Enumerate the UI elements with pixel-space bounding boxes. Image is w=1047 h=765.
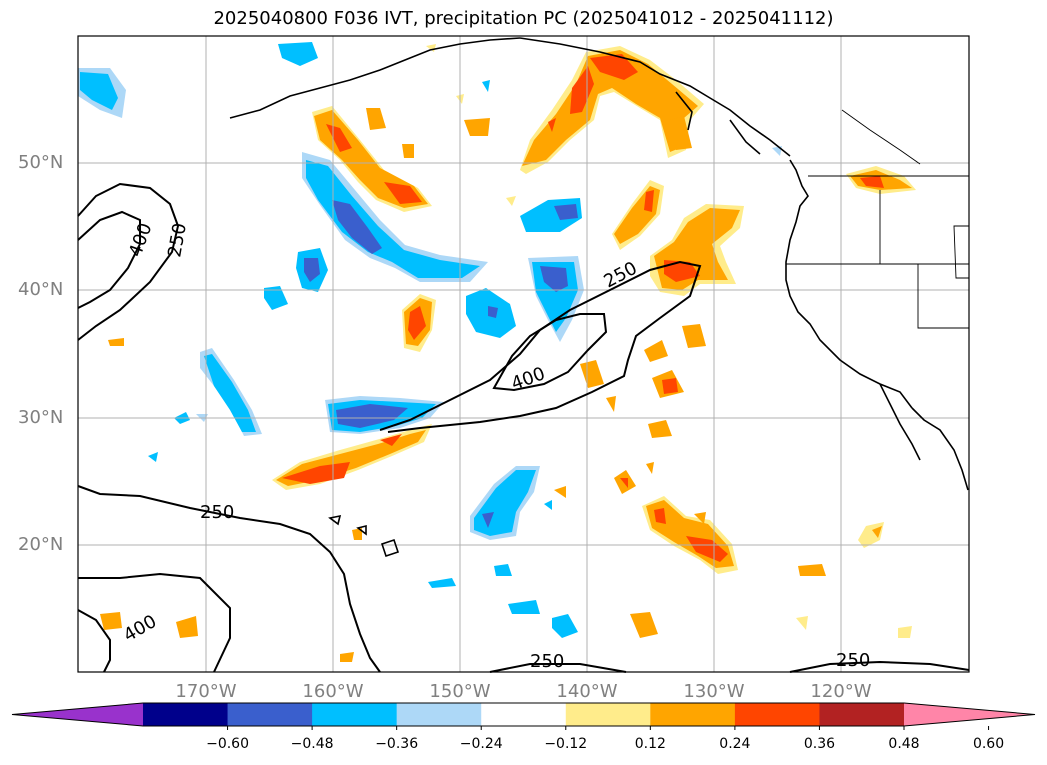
colorbar-tick-label: −0.24	[459, 736, 503, 752]
colorbar-extend-min	[12, 703, 143, 726]
colorbar-extend-max	[904, 703, 1035, 726]
colorbar-tick-label: 0.60	[972, 736, 1005, 752]
colorbar-segment	[819, 703, 905, 726]
colorbar-tick-label: −0.12	[544, 736, 588, 752]
ivt-contours	[77, 182, 970, 673]
lon-label-120w: 120°W	[810, 681, 872, 702]
colorbar-segment	[650, 703, 736, 726]
colorbar-tick-label: −0.48	[290, 736, 334, 752]
gridlines	[78, 36, 969, 672]
page-title: 2025040800 F036 IVT, precipitation PC (2…	[213, 8, 834, 29]
lat-label-50: 50°N	[18, 152, 64, 173]
contour-label: 250	[530, 651, 564, 672]
colorbar-segment	[734, 703, 820, 726]
colorbar-segment	[143, 703, 229, 726]
colorbar-outline	[11, 702, 1036, 727]
lon-label-170w: 170°W	[175, 681, 237, 702]
colorbar-tick-label: 0.48	[888, 736, 920, 752]
colorbar-segment	[481, 703, 567, 726]
colorbar-tick-label: 0.36	[803, 736, 836, 752]
lat-label-20: 20°N	[18, 534, 64, 555]
coastlines	[229, 37, 969, 558]
colorbar-tick-label: −0.60	[206, 736, 249, 752]
lon-label-150w: 150°W	[429, 681, 491, 702]
colorbar-segment	[396, 703, 482, 726]
colorbar-segment	[227, 703, 313, 726]
lon-label-160w: 160°W	[302, 681, 364, 702]
colorbar-tick-label: 0.24	[719, 736, 751, 752]
map-frame	[77, 35, 970, 673]
colorbar-tick-label: 0.12	[634, 736, 666, 752]
lat-label-30: 30°N	[18, 407, 64, 428]
colorbar	[11, 702, 1036, 730]
colorbar-segment	[565, 703, 651, 726]
contour-label: 250	[836, 650, 870, 671]
lat-label-40: 40°N	[18, 279, 64, 300]
colorbar-segment	[312, 703, 398, 726]
lon-label-130w: 130°W	[683, 681, 745, 702]
precip-blue-anomalies	[78, 42, 782, 638]
colorbar-tick-label: −0.36	[375, 736, 419, 752]
contour-label: 250	[200, 502, 234, 523]
political-borders	[786, 109, 970, 329]
lon-label-140w: 140°W	[556, 681, 618, 702]
